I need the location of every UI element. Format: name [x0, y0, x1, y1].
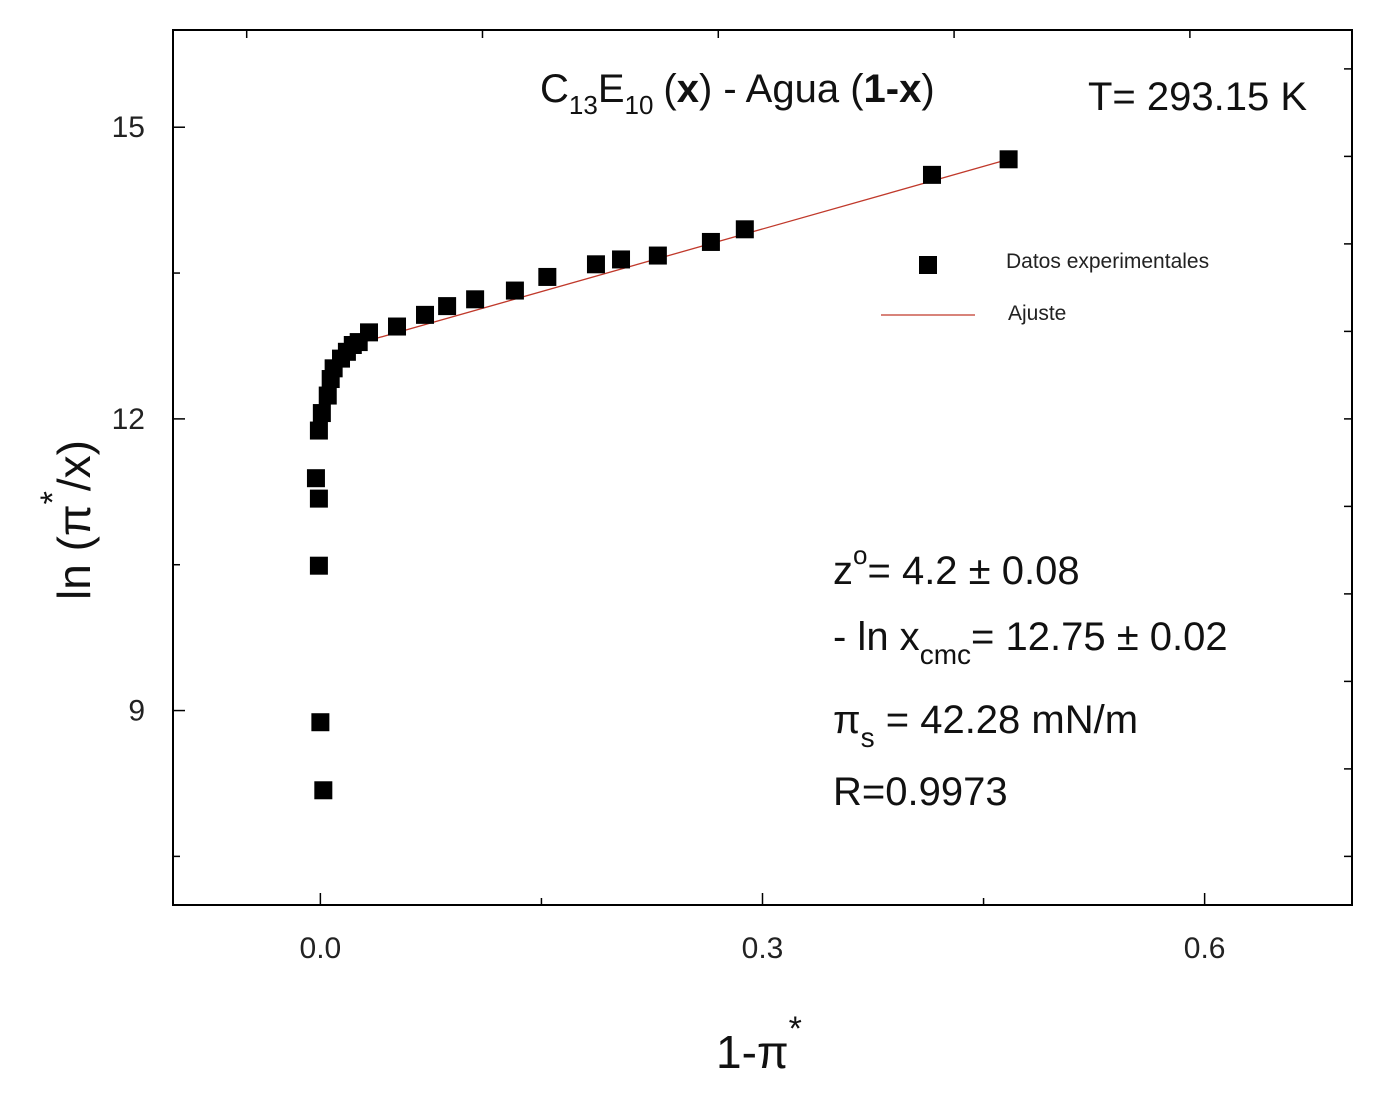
data-points	[306, 150, 1018, 800]
y-axis-label: ln (π*/x)	[34, 440, 100, 600]
data-point	[612, 250, 631, 269]
legend-label-data: Datos experimentales	[1006, 250, 1209, 273]
data-point	[586, 255, 605, 274]
axis-ticks	[173, 30, 1352, 905]
plot-frame	[172, 29, 1353, 906]
data-point	[312, 404, 331, 423]
x-tick-label: 0.0	[300, 932, 342, 965]
chart-title: C13E10 (x) - Agua (1-x)	[540, 67, 935, 120]
x-axis-label: 1-π*	[716, 1010, 802, 1078]
legend-label-fit: Ajuste	[1008, 302, 1066, 325]
annotation-pi-s: πs = 42.28 mN/m	[833, 698, 1138, 753]
data-point	[999, 150, 1018, 169]
y-tick-labels: 9 12 15	[112, 111, 145, 727]
data-point	[538, 267, 557, 286]
data-point	[438, 297, 457, 316]
y-tick-label: 15	[112, 111, 145, 144]
fit-line	[352, 158, 1009, 346]
data-point	[360, 323, 379, 342]
y-tick-label: 9	[128, 695, 145, 728]
x-tick-label: 0.6	[1184, 932, 1226, 965]
annotation-ln-xcmc: - ln xcmc= 12.75 ± 0.02	[833, 615, 1228, 670]
data-point	[735, 220, 754, 239]
temperature-label: T= 293.15 K	[1088, 75, 1307, 119]
data-point	[922, 165, 941, 184]
data-point	[306, 469, 325, 488]
data-point	[318, 386, 337, 405]
annotation-r: R=0.9973	[833, 770, 1008, 814]
data-point	[309, 489, 328, 508]
data-point	[701, 232, 720, 251]
data-point	[466, 290, 485, 309]
x-tick-label: 0.3	[742, 932, 784, 965]
x-tick-labels: 0.0 0.3 0.6	[300, 932, 1226, 965]
data-point	[309, 421, 328, 440]
legend-marker-square	[919, 256, 937, 274]
data-point	[648, 246, 667, 265]
data-point	[388, 317, 407, 336]
data-point	[311, 713, 330, 732]
data-point	[314, 781, 333, 800]
annotation-z: zo= 4.2 ± 0.08	[833, 540, 1080, 593]
data-point	[505, 281, 524, 300]
fit-line-group	[352, 158, 1009, 346]
data-point	[309, 556, 328, 575]
data-point	[416, 305, 435, 324]
y-tick-label: 12	[112, 403, 145, 436]
